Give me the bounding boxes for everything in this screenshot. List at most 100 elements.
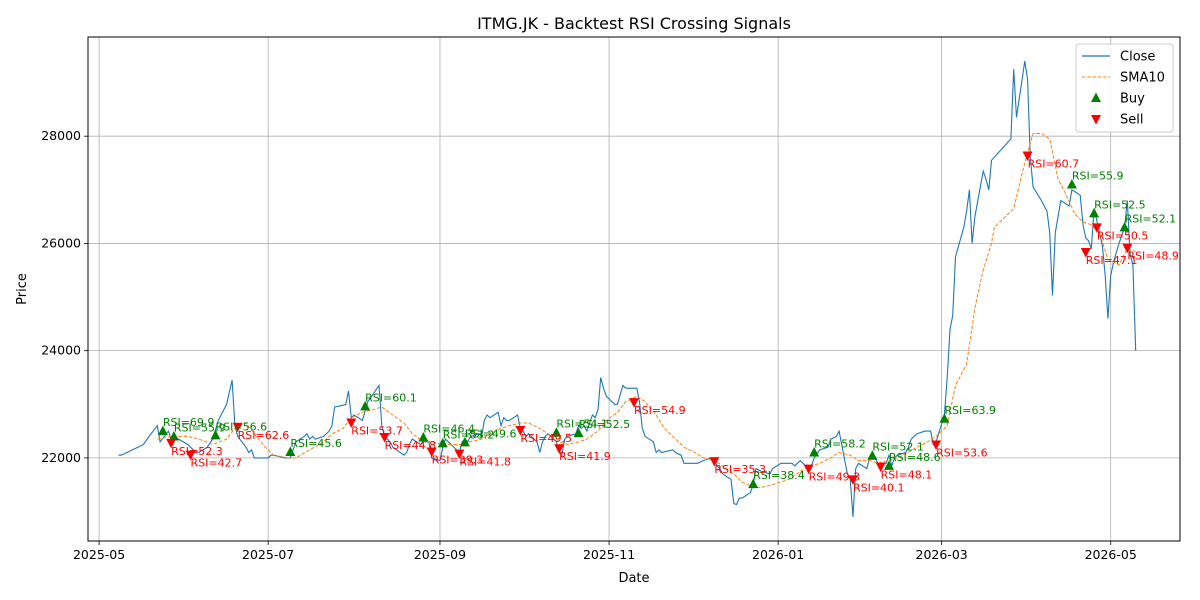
buy-annotation: RSI=38.4	[753, 469, 805, 482]
x-tick-label: 2026-03	[916, 547, 968, 562]
sell-marker	[379, 432, 390, 443]
buy-marker	[459, 436, 470, 447]
close-line	[118, 61, 1137, 517]
buy-annotation: RSI=58.2	[814, 438, 866, 451]
buy-annotation: RSI=60.1	[365, 391, 417, 404]
buy-annotation: RSI=49.6	[465, 427, 517, 440]
sell-annotation: RSI=47.1	[1086, 254, 1138, 267]
chart-title: ITMG.JK - Backtest RSI Crossing Signals	[477, 14, 791, 33]
sell-annotation: RSI=40.1	[853, 481, 905, 494]
sell-marker	[232, 422, 243, 433]
legend-label: Buy	[1120, 92, 1145, 107]
sell-marker	[1122, 243, 1133, 254]
sell-marker	[1080, 248, 1091, 258]
plot-frame	[87, 36, 1181, 542]
buy-marker	[157, 425, 168, 436]
sell-marker	[515, 426, 526, 436]
legend-label: SMA10	[1120, 71, 1165, 86]
sell-annotation: RSI=52.3	[171, 445, 223, 458]
sell-annotation: RSI=41.9	[559, 450, 611, 463]
buy-marker	[748, 478, 759, 489]
sell-marker	[554, 444, 565, 454]
buy-marker	[168, 430, 179, 441]
legend-box	[1075, 43, 1174, 133]
buy-annotation: RSI=52.5	[1094, 198, 1146, 211]
sell-annotation: RSI=48.1	[881, 468, 933, 481]
buy-marker	[809, 447, 820, 457]
sell-marker	[454, 449, 465, 460]
sell-annotation: RSI=39.3	[432, 453, 484, 466]
y-axis-label: Price	[15, 273, 30, 305]
buy-annotation: RSI=54.1	[556, 418, 608, 431]
y-axis: 22000 24000 26000 28000	[41, 128, 88, 465]
sell-annotation: RSI=42.7	[191, 457, 243, 470]
sell-marker	[847, 475, 858, 485]
buy-marker	[437, 437, 448, 448]
buy-marker	[939, 413, 950, 423]
buy-marker	[573, 427, 584, 438]
x-tick-label: 2025-05	[73, 547, 125, 562]
sell-marker	[803, 464, 814, 475]
sell-annotation: RSI=62.6	[238, 429, 290, 442]
buy-annotation: RSI=53.2	[443, 428, 495, 441]
sell-annotation: RSI=60.7	[1028, 157, 1080, 170]
sell-annotation: RSI=35.3	[714, 463, 766, 476]
sell-annotation: RSI=50.5	[1097, 229, 1149, 242]
y-tick-label: 28000	[41, 128, 81, 143]
buy-marker	[1089, 207, 1100, 218]
buy-annotation: RSI=52.1	[872, 441, 924, 454]
x-tick-label: 2026-05	[1085, 547, 1137, 562]
sell-marker	[185, 450, 196, 461]
buy-annotation: RSI=46.4	[423, 423, 475, 436]
x-axis-label: Date	[618, 571, 649, 586]
sell-marker	[426, 447, 437, 457]
legend: Close SMA10 Buy Sell	[1075, 43, 1174, 133]
grid	[88, 37, 1180, 541]
x-tick-label: 2025-07	[242, 547, 294, 562]
buy-marker	[360, 400, 371, 411]
sell-annotation: RSI=41.8	[459, 456, 511, 469]
sell-annotation: RSI=49.3	[809, 471, 861, 484]
buy-marker	[883, 460, 894, 470]
buy-marker	[1119, 221, 1130, 232]
sell-annotation: RSI=48.9	[1127, 250, 1179, 263]
buy-annotation: RSI=69.9	[163, 416, 215, 429]
y-tick-label: 24000	[41, 343, 81, 358]
series-layer	[118, 61, 1137, 517]
sell-annotation: RSI=54.9	[634, 404, 686, 417]
y-tick-label: 26000	[41, 235, 81, 250]
sell-marker	[709, 457, 720, 467]
buy-marker	[418, 432, 429, 442]
sell-marker	[346, 418, 357, 429]
sell-annotation: RSI=53.7	[351, 425, 403, 438]
buy-annotation: RSI=45.6	[290, 437, 342, 450]
buy-annotation: RSI=55.9	[174, 421, 226, 434]
sell-marker	[166, 438, 177, 449]
legend-label: Close	[1120, 50, 1155, 65]
buy-marker	[551, 427, 562, 437]
signal-markers	[157, 151, 1133, 489]
sma10-line	[157, 133, 1136, 488]
sell-marker	[1022, 151, 1033, 161]
sell-annotation: RSI=53.6	[936, 446, 988, 459]
x-axis: 2025-05 2025-07 2025-09 2025-11 2026-01 2026-…	[73, 541, 1137, 562]
buy-annotation: RSI=52.1	[1125, 212, 1177, 225]
x-tick-label: 2025-11	[583, 547, 635, 562]
legend-label: Sell	[1120, 113, 1143, 128]
buy-marker	[867, 450, 878, 460]
sell-marker	[1091, 223, 1102, 233]
buy-marker	[285, 446, 296, 456]
sell-marker	[629, 398, 639, 408]
sell-annotation: RSI=49.5	[520, 432, 572, 445]
legend-buy-swatch	[1091, 92, 1101, 102]
sell-marker	[875, 462, 886, 472]
buy-marker	[1066, 178, 1077, 189]
buy-annotation: RSI=56.6	[215, 420, 267, 433]
buy-annotation: RSI=63.9	[944, 404, 996, 417]
buy-annotation: RSI=48.6	[889, 451, 941, 464]
buy-annotation: RSI=52.5	[579, 418, 631, 431]
sell-annotation: RSI=44.8	[385, 439, 437, 452]
